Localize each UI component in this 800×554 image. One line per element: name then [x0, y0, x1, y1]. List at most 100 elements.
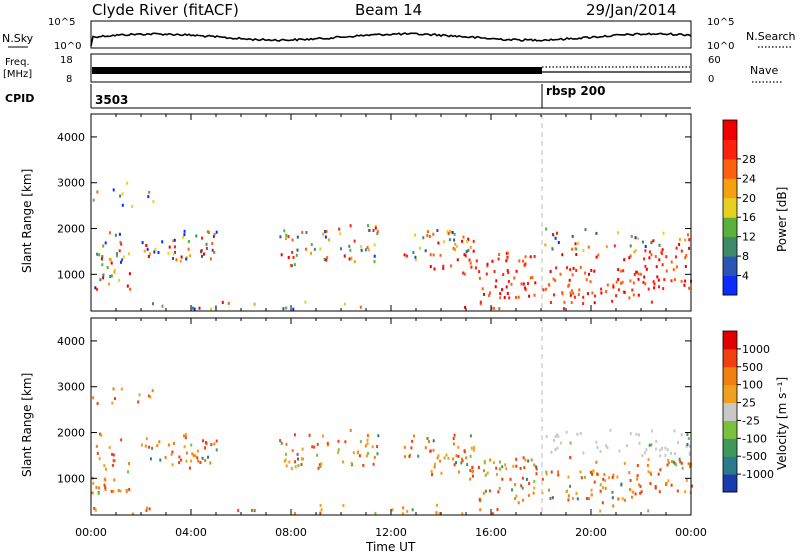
scatter-cell	[391, 508, 394, 512]
noise-right-label: N.Search	[746, 30, 796, 43]
scatter-cell	[616, 475, 619, 479]
scatter-cell	[620, 269, 623, 273]
scatter-cell	[171, 463, 174, 467]
scatter-cell	[520, 282, 523, 286]
scatter-cell	[646, 464, 649, 467]
power-colorbar-tick: 4	[742, 270, 749, 283]
scatter-cell	[473, 446, 476, 449]
scatter-cell	[348, 244, 351, 248]
scatter-cell	[522, 456, 525, 460]
scatter-cell	[463, 450, 466, 454]
scatter-cell	[101, 255, 104, 259]
scatter-cell	[211, 242, 214, 245]
scatter-cell	[343, 254, 346, 258]
scatter-cell	[189, 254, 192, 258]
power-colorbar-swatch	[723, 178, 737, 199]
scatter-cell	[478, 270, 481, 274]
scatter-cell	[469, 245, 472, 249]
scatter-cell	[452, 437, 455, 440]
scatter-cell	[95, 287, 98, 291]
scatter-cell	[121, 192, 124, 196]
scatter-cell	[373, 455, 376, 459]
scatter-cell	[215, 448, 218, 452]
scatter-cell	[571, 247, 574, 251]
scatter-cell	[515, 464, 518, 468]
scatter-cell	[684, 490, 687, 494]
noise-left-tick-bottom: 10^0	[54, 41, 81, 52]
scatter-cell	[670, 483, 673, 487]
scatter-cell	[628, 296, 631, 300]
scatter-cell	[582, 451, 585, 455]
scatter-cell	[650, 253, 653, 257]
scatter-cell	[453, 238, 456, 242]
scatter-cell	[568, 278, 571, 282]
scatter-cell	[377, 434, 380, 438]
scatter-cell	[95, 485, 98, 489]
scatter-cell	[478, 276, 481, 280]
scatter-cell	[493, 270, 496, 273]
scatter-cell	[506, 292, 509, 295]
scatter-cell	[175, 258, 178, 262]
scatter-cell	[443, 456, 446, 460]
noise-left-tick-top: 10^5	[48, 17, 75, 28]
x-tick-label: 00:00	[75, 526, 107, 539]
scatter-cell	[551, 233, 554, 236]
power-colorbar-tick: 24	[742, 172, 756, 185]
scatter-cell	[287, 256, 290, 259]
scatter-cell	[560, 441, 563, 445]
scatter-cell	[675, 255, 677, 259]
scatter-cell	[642, 280, 645, 284]
scatter-cell	[146, 247, 149, 251]
scatter-cell	[596, 446, 599, 449]
scatter-cell	[190, 459, 193, 463]
scatter-cell	[645, 267, 648, 271]
scatter-cell	[96, 190, 99, 194]
scatter-cell	[172, 239, 175, 243]
scatter-cell	[615, 294, 618, 298]
scatter-cell	[514, 483, 517, 487]
scatter-cell	[533, 463, 536, 467]
scatter-cell	[469, 477, 472, 481]
scatter-cell	[496, 508, 499, 511]
scatter-cell	[624, 498, 626, 502]
scatter-cell	[404, 455, 406, 459]
scatter-cell	[146, 506, 148, 510]
scatter-cell	[535, 467, 538, 471]
scatter-cell	[565, 430, 568, 434]
scatter-cell	[611, 490, 614, 494]
scatter-cell	[417, 454, 420, 458]
scatter-cell	[602, 486, 604, 490]
scatter-cell	[356, 451, 359, 455]
scatter-cell	[148, 445, 151, 449]
power-colorbar-tick: 8	[742, 250, 749, 263]
power-panel: 1000 2000 3000 4000 Slant Range [km] 4 8 12 16…	[20, 113, 789, 312]
scatter-cell	[118, 278, 121, 282]
scatter-cell	[644, 249, 647, 253]
scatter-cell	[470, 265, 473, 269]
scatter-cell	[623, 290, 626, 294]
scatter-cell	[172, 252, 175, 256]
scatter-cell	[323, 257, 326, 261]
scatter-cell	[656, 275, 659, 279]
scatter-cell	[528, 482, 531, 485]
scatter-cell	[664, 446, 667, 450]
scatter-cell	[504, 463, 507, 467]
scatter-cell	[185, 257, 188, 261]
scatter-cell	[652, 280, 655, 284]
scatter-cell	[183, 229, 186, 233]
scatter-cell	[483, 292, 485, 296]
scatter-cell	[454, 242, 457, 246]
velocity-colorbar-swatch	[723, 402, 737, 421]
scatter-cell	[533, 293, 536, 297]
scatter-cell	[296, 235, 299, 239]
scatter-cell	[464, 254, 467, 258]
scatter-cell	[439, 459, 442, 463]
scatter-cell	[301, 447, 304, 451]
scatter-cell	[496, 472, 498, 476]
scatter-cell	[529, 255, 532, 259]
scatter-cell	[208, 231, 211, 234]
scatter-cell	[452, 442, 455, 446]
scatter-cell	[105, 467, 107, 471]
scatter-cell	[552, 277, 555, 281]
